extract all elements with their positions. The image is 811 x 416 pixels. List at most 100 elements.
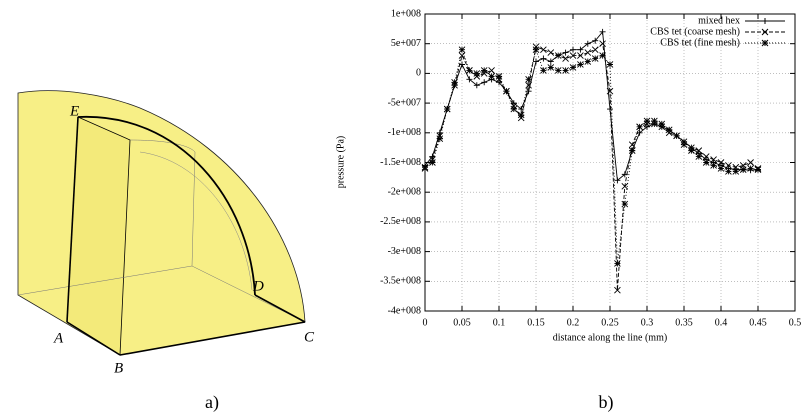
- marker: [540, 55, 547, 62]
- marker: [607, 106, 613, 113]
- marker: [569, 64, 577, 71]
- y-tick-label: -1.5e+008: [380, 157, 421, 168]
- series-line: [424, 30, 759, 182]
- marker: [591, 55, 599, 62]
- marker: [495, 73, 503, 80]
- marker: [584, 40, 591, 47]
- marker: [725, 162, 732, 169]
- marker: [443, 105, 451, 113]
- legend-label: CBS tet (fine mesh): [660, 37, 740, 48]
- marker: [651, 117, 658, 125]
- marker: [717, 165, 725, 172]
- marker: [665, 126, 673, 134]
- x-tick-label: 0.15: [527, 317, 545, 328]
- diagram: [17, 90, 306, 356]
- x-tick-label: 0.1: [493, 317, 506, 328]
- marker: [732, 168, 740, 175]
- series-line: [424, 48, 759, 264]
- marker: [747, 159, 754, 166]
- marker: [466, 67, 473, 74]
- marker: [606, 87, 614, 95]
- marker: [739, 166, 747, 173]
- marker: [488, 73, 495, 80]
- y-tick-label: 1e+008: [391, 8, 421, 19]
- marker: [584, 58, 592, 65]
- edge-ea: [66, 116, 79, 323]
- marker: [599, 52, 606, 59]
- marker: [621, 200, 629, 208]
- marker: [658, 120, 666, 128]
- y-tick-label: -3e+008: [388, 246, 421, 257]
- y-tick-label: -2.5e+008: [380, 216, 421, 227]
- marker: [754, 166, 762, 173]
- marker: [436, 135, 444, 143]
- marker: [518, 106, 525, 113]
- marker: [717, 159, 725, 166]
- marker: [525, 88, 532, 95]
- marker: [547, 49, 555, 56]
- y-tick-label: 0: [416, 68, 421, 79]
- y-tick-label: -5e+007: [388, 97, 421, 108]
- x-tick-label: 0.4: [715, 317, 728, 328]
- marker: [480, 67, 488, 74]
- solid-body: [17, 90, 306, 356]
- point-label: D: [252, 278, 264, 294]
- y-tick-label: 5e+007: [391, 38, 421, 49]
- y-axis-label: pressure (Pa): [335, 136, 346, 188]
- marker: [680, 141, 688, 148]
- marker: [702, 159, 710, 166]
- marker: [481, 79, 488, 86]
- marker: [451, 78, 458, 86]
- marker: [532, 46, 540, 53]
- marker: [643, 117, 651, 125]
- marker: [458, 46, 466, 53]
- marker: [547, 58, 554, 65]
- marker: [503, 87, 510, 95]
- point-label: A: [53, 330, 64, 346]
- marker: [599, 28, 606, 35]
- marker: [591, 46, 599, 53]
- marker: [562, 55, 569, 62]
- arc-ed: [77, 116, 256, 296]
- marker: [710, 162, 717, 169]
- y-tick-label: -3.5e+008: [380, 276, 421, 287]
- legend-label: mixed hex: [698, 15, 740, 26]
- marker: [688, 147, 695, 154]
- marker: [421, 163, 429, 171]
- point-label: C: [304, 329, 315, 345]
- y-tick-label: -2e+008: [388, 186, 421, 197]
- marker: [577, 61, 584, 68]
- marker: [614, 177, 621, 184]
- y-tick-label: -1e+008: [388, 127, 421, 138]
- marker: [673, 132, 680, 140]
- marker: [525, 81, 532, 89]
- x-tick-label: 0.3: [641, 317, 654, 328]
- point-label: B: [114, 360, 123, 376]
- marker: [584, 49, 592, 56]
- x-tick-label: 0.05: [453, 317, 471, 328]
- marker: [525, 76, 532, 83]
- marker: [533, 58, 539, 65]
- marker: [562, 67, 569, 74]
- marker: [614, 286, 621, 294]
- marker: [628, 147, 636, 154]
- marker: [517, 111, 525, 119]
- x-tick-label: 0.25: [601, 317, 619, 328]
- marker: [644, 123, 650, 130]
- marker: [540, 67, 547, 74]
- marker: [429, 159, 436, 166]
- marker: [599, 40, 606, 48]
- marker: [540, 46, 547, 53]
- marker: [473, 70, 481, 77]
- marker: [554, 67, 562, 74]
- series-line: [424, 42, 759, 291]
- marker: [606, 61, 614, 68]
- inner-arc: [139, 151, 253, 291]
- caption: b): [599, 392, 614, 413]
- marker: [569, 52, 577, 59]
- marker: [695, 153, 703, 160]
- marker: [473, 82, 480, 89]
- x-tick-label: 0.2: [567, 317, 580, 328]
- marker: [725, 168, 732, 175]
- marker: [710, 156, 717, 163]
